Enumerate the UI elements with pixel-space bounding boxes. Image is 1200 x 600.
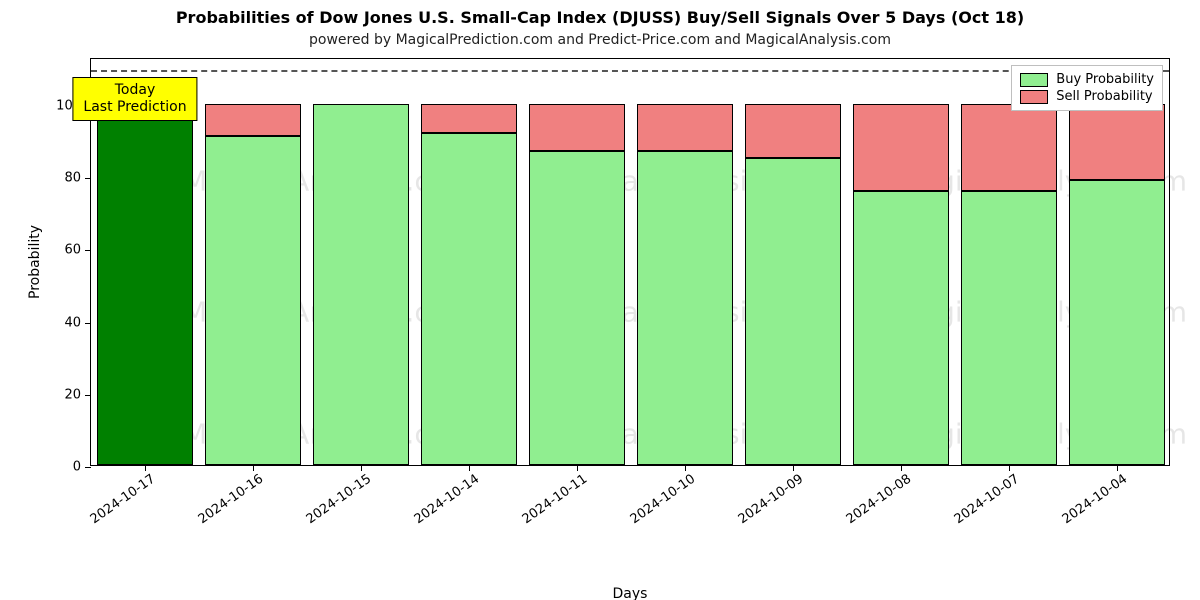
legend: Buy Probability Sell Probability <box>1011 65 1163 111</box>
bar-sell <box>961 104 1056 191</box>
x-tick-label: 2024-10-17 <box>83 465 158 527</box>
y-tick-label: 20 <box>64 387 91 402</box>
bar-sell <box>1069 104 1164 180</box>
bar-sell <box>637 104 732 151</box>
y-tick-label: 60 <box>64 243 91 258</box>
x-tick-label: 2024-10-08 <box>839 465 914 527</box>
top-dashed-line <box>91 70 1169 72</box>
legend-swatch <box>1020 90 1048 104</box>
x-axis-label: Days <box>613 586 648 600</box>
x-tick-label: 2024-10-11 <box>515 465 590 527</box>
x-tick-label: 2024-10-04 <box>1055 465 1130 527</box>
chart-title: Probabilities of Dow Jones U.S. Small-Ca… <box>0 8 1200 27</box>
chart-container: Probabilities of Dow Jones U.S. Small-Ca… <box>0 0 1200 600</box>
legend-item: Buy Probability <box>1020 72 1154 87</box>
bar-sell <box>529 104 624 151</box>
legend-label: Buy Probability <box>1056 72 1154 87</box>
bar-buy <box>421 133 516 465</box>
bar-sell <box>205 104 300 136</box>
x-tick-label: 2024-10-07 <box>947 465 1022 527</box>
bar-buy <box>853 191 948 465</box>
x-tick-label: 2024-10-15 <box>299 465 374 527</box>
today-annotation-line1: Today <box>83 82 186 99</box>
bar-buy <box>745 158 840 465</box>
x-tick-label: 2024-10-10 <box>623 465 698 527</box>
bar-sell <box>853 104 948 191</box>
chart-subtitle: powered by MagicalPrediction.com and Pre… <box>0 32 1200 48</box>
x-tick-label: 2024-10-16 <box>191 465 266 527</box>
legend-swatch <box>1020 73 1048 87</box>
y-tick-label: 80 <box>64 171 91 186</box>
today-annotation: Today Last Prediction <box>72 77 197 121</box>
bar-buy <box>205 136 300 465</box>
plot-area: MagicalAnalysis.comMagicalAnalysis.comMa… <box>90 58 1170 466</box>
legend-label: Sell Probability <box>1056 89 1152 104</box>
bar-buy <box>313 104 408 465</box>
today-annotation-line2: Last Prediction <box>83 99 186 116</box>
x-tick-label: 2024-10-14 <box>407 465 482 527</box>
bar-sell <box>421 104 516 133</box>
legend-item: Sell Probability <box>1020 89 1154 104</box>
y-tick-label: 40 <box>64 315 91 330</box>
x-tick-label: 2024-10-09 <box>731 465 806 527</box>
bar-buy <box>529 151 624 465</box>
bar-buy <box>1069 180 1164 465</box>
bar-buy <box>637 151 732 465</box>
y-tick-label: 0 <box>73 460 91 475</box>
bar-buy <box>961 191 1056 465</box>
y-axis-label: Probability <box>27 225 43 299</box>
bar-sell <box>745 104 840 158</box>
bar-buy <box>97 104 192 465</box>
